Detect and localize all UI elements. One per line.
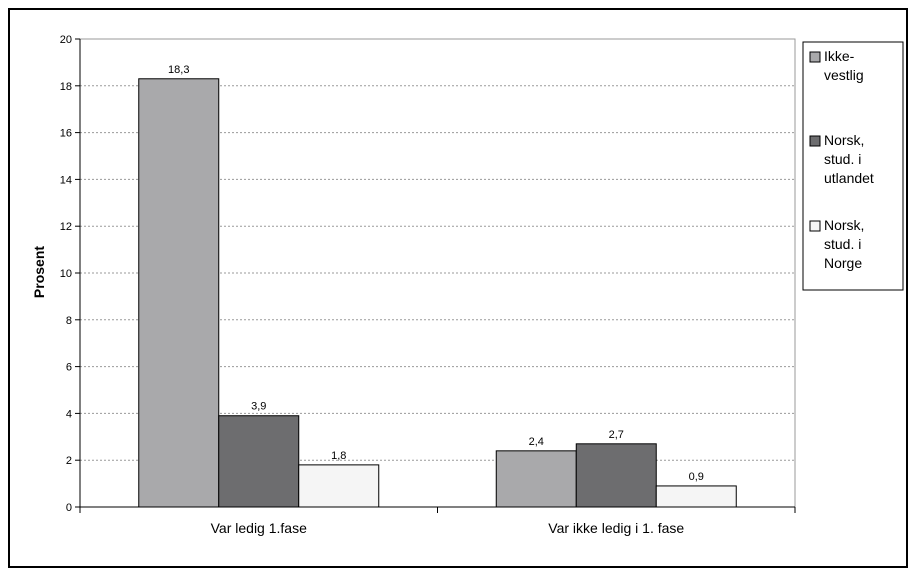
y-tick-label: 8	[66, 315, 72, 327]
y-tick-label: 12	[60, 221, 72, 233]
y-tick-label: 0	[66, 502, 72, 514]
data-label: 0,9	[689, 471, 704, 483]
bar	[495, 450, 577, 508]
y-axis-title: Prosent	[31, 246, 47, 298]
bar-chart: 0 2 4 6 8 10 12 14 16 18 20 Var ledig 1.fase Var ikk…	[31, 34, 904, 536]
legend-label: Norsk,	[824, 132, 864, 148]
bar	[655, 485, 737, 508]
data-label: 3,9	[251, 401, 266, 413]
legend-swatch	[809, 135, 821, 147]
legend-label: stud. i	[824, 151, 861, 167]
category-label: Var ledig 1.fase	[211, 520, 307, 536]
y-tick-label: 20	[60, 34, 72, 46]
legend-label: Norsk,	[824, 217, 864, 233]
data-label: 2,7	[609, 429, 624, 441]
bar	[298, 464, 380, 508]
bar	[138, 78, 220, 508]
bar	[218, 415, 300, 508]
legend-label: stud. i	[824, 236, 861, 252]
y-tick-label: 18	[60, 81, 72, 93]
legend-label: utlandet	[824, 170, 874, 186]
data-label: 18,3	[168, 64, 189, 76]
data-label: 2,4	[529, 436, 544, 448]
legend-label: Ikke-	[824, 48, 855, 64]
y-tick-label: 6	[66, 362, 72, 374]
legend-swatch	[809, 51, 821, 63]
y-tick-label: 16	[60, 128, 72, 140]
y-tick-label: 4	[66, 408, 72, 420]
legend-label: Norge	[824, 255, 862, 271]
legend-label: vestlig	[824, 67, 864, 83]
data-label: 1,8	[331, 450, 346, 462]
y-tick-label: 14	[60, 174, 72, 186]
y-tick-label: 2	[66, 455, 72, 467]
category-label: Var ikke ledig i 1. fase	[548, 520, 684, 536]
y-tick-label: 10	[60, 268, 72, 280]
bar	[575, 443, 657, 508]
legend-box	[802, 41, 904, 291]
legend-swatch	[809, 220, 821, 232]
